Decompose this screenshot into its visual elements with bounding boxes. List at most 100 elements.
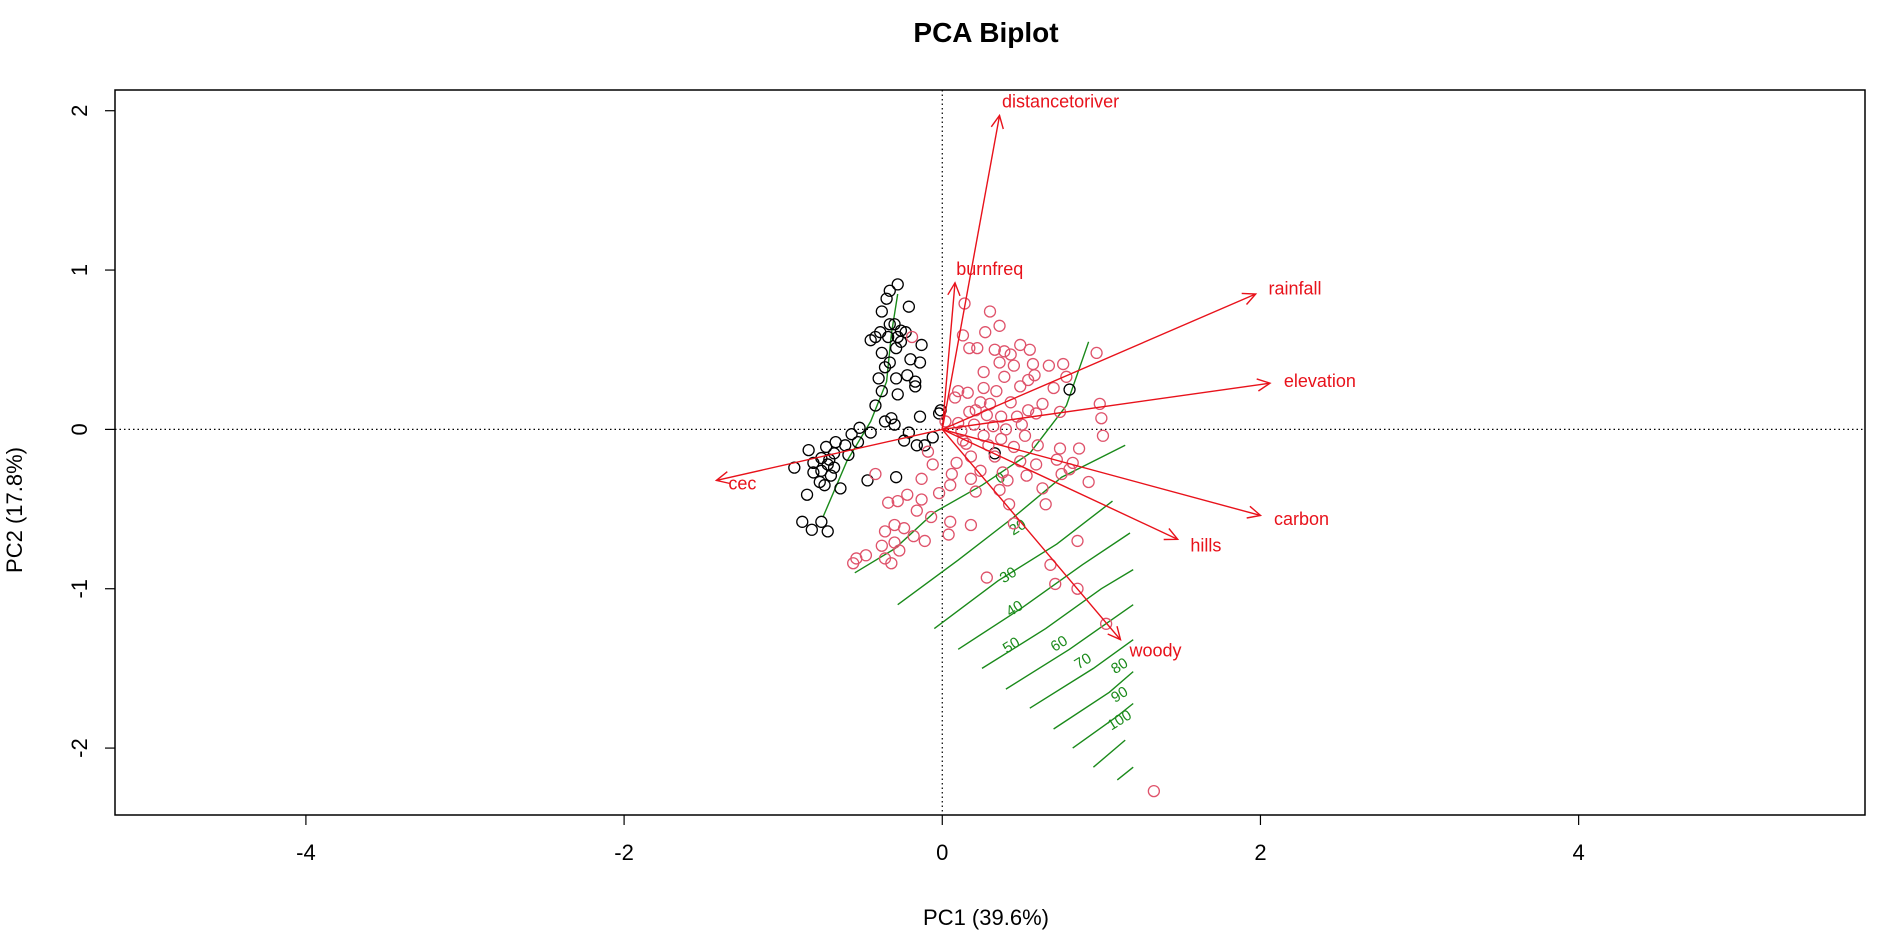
data-point-group-b (924, 510, 938, 524)
contour-line (1092, 739, 1126, 768)
data-point-group-a (883, 356, 896, 369)
data-point-group-b (907, 530, 920, 543)
data-point-group-a (796, 515, 809, 528)
contour-level-label: 30 (997, 564, 1020, 587)
data-point-group-a (878, 361, 892, 374)
data-point-group-b (878, 525, 892, 538)
data-point-group-b (983, 305, 997, 318)
loading-label-burnfreq: burnfreq (956, 259, 1023, 279)
data-point-group-a (988, 447, 1001, 460)
loading-arrowhead-rainfall (1241, 292, 1258, 305)
data-point-group-b (918, 534, 931, 548)
data-point-group-b (1049, 577, 1062, 591)
data-point-group-b (980, 571, 993, 584)
loading-label-cec: cec (728, 473, 756, 493)
data-point-group-b (1028, 369, 1041, 382)
data-point-group-b (994, 410, 1008, 423)
y-tick-label: -1 (67, 579, 92, 599)
data-point-group-b (901, 488, 914, 501)
data-point-group-b (1055, 467, 1068, 481)
contour-level-label: 100 (1105, 707, 1135, 735)
contour-line (957, 532, 1131, 650)
data-point-group-b (1001, 474, 1014, 487)
data-point-group-b (891, 494, 904, 508)
data-point-group-b (993, 356, 1006, 369)
data-point-group-b (993, 319, 1006, 332)
data-point-group-b (964, 472, 978, 485)
data-point-group-a (821, 458, 834, 471)
data-point-group-b (847, 557, 860, 570)
data-point-group-b (1066, 456, 1079, 470)
data-point-group-b (1147, 784, 1161, 798)
data-point-group-b (952, 416, 965, 430)
loading-arrowhead-distancetoriver (990, 113, 1004, 130)
data-point-group-b (1002, 498, 1016, 511)
loading-arrow-woody (941, 428, 1121, 641)
data-point-group-b (1020, 469, 1033, 482)
data-point-group-a (875, 385, 888, 398)
data-point-group-b (932, 486, 946, 500)
y-tick-label: 2 (67, 105, 92, 117)
data-point-group-b (963, 341, 976, 355)
contour-line (854, 341, 1090, 574)
contour-line (1053, 671, 1134, 730)
data-point-group-a (821, 525, 834, 538)
data-point-group-b (990, 385, 1003, 398)
data-point-group-b (969, 404, 982, 417)
data-point-group-b (1004, 348, 1017, 361)
data-point-group-b (1014, 455, 1027, 468)
data-point-group-b (952, 385, 965, 398)
data-point-group-b (956, 329, 970, 342)
data-point-group-b (1082, 475, 1095, 489)
contour-line (1005, 604, 1134, 690)
data-point-group-a (902, 300, 916, 313)
data-point-group-b (1018, 429, 1032, 442)
contour-level-label: 50 (1000, 634, 1023, 657)
y-axis-label: PC2 (17.8%) (2, 447, 27, 573)
data-point-group-b (905, 330, 919, 344)
data-point-group-b (1031, 439, 1044, 452)
data-point-group-b (882, 496, 895, 509)
data-point-group-b (910, 504, 923, 517)
loading-label-hills: hills (1190, 535, 1221, 555)
data-point-group-a (818, 479, 831, 492)
contour-level-label: 80 (1108, 655, 1131, 678)
data-point-group-b (964, 518, 978, 532)
data-point-group-b (945, 467, 958, 481)
data-point-group-b (921, 445, 935, 458)
data-point-group-a (894, 335, 908, 348)
data-point-group-b (950, 456, 963, 470)
loading-arrowhead-woody (1107, 626, 1122, 641)
data-point-group-a (872, 372, 885, 385)
data-point-group-b (961, 386, 974, 399)
data-point-group-b (1050, 453, 1063, 466)
data-point-group-b (1095, 412, 1108, 425)
data-point-group-b (964, 450, 978, 463)
data-point-group-b (977, 365, 990, 379)
data-point-group-b (969, 485, 982, 498)
contour-line (1116, 766, 1134, 781)
data-point-group-b (1036, 482, 1049, 495)
data-point-group-b (998, 370, 1011, 383)
data-point-group-b (974, 464, 987, 477)
data-point-group-a (901, 369, 914, 382)
y-tick-label: 1 (67, 264, 92, 276)
data-point-group-b (1007, 517, 1021, 530)
contour-level-label: 40 (1003, 597, 1026, 620)
data-point-group-b (999, 423, 1013, 436)
data-point-group-a (824, 469, 838, 482)
data-point-group-a (864, 426, 877, 439)
data-point-group-a (897, 434, 911, 447)
data-point-group-a (827, 461, 841, 474)
data-point-group-a (889, 471, 903, 484)
x-axis-label: PC1 (39.6%) (923, 905, 1049, 930)
data-point-group-b (988, 343, 1001, 356)
data-point-group-a (880, 292, 893, 305)
data-point-group-a (889, 372, 903, 385)
data-point-group-a (915, 338, 928, 352)
data-point-group-b (971, 341, 984, 355)
loading-arrow-carbon (942, 428, 1261, 517)
data-point-group-b (1022, 404, 1035, 417)
contour-level-label: 70 (1071, 650, 1094, 673)
